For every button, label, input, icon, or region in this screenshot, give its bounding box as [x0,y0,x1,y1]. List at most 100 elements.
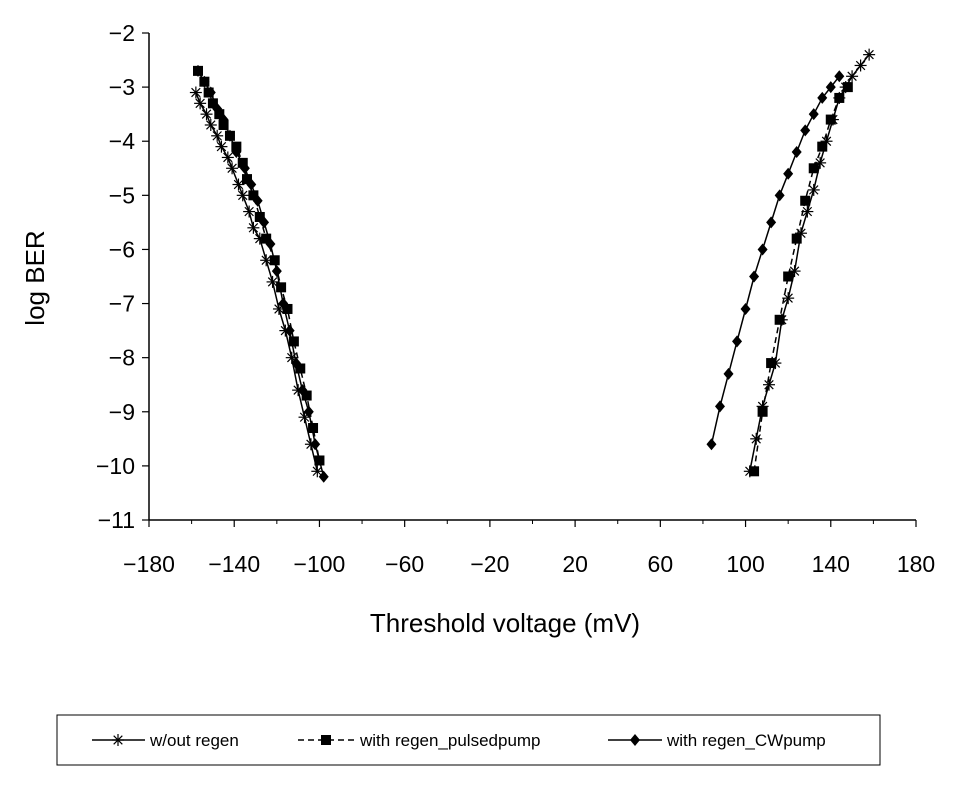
square-marker [276,282,287,293]
diamond-marker [630,734,640,746]
y-tick-label: −11 [98,507,135,533]
x-tick-label: 100 [726,551,764,577]
diamond-marker [199,75,210,88]
square-marker [288,336,299,347]
asterisk-stroke [864,49,874,60]
diamond-marker [271,265,282,278]
asterisk-stroke [201,109,212,119]
diamond-marker [246,178,257,191]
asterisk-stroke [238,190,248,201]
x-tick-label: −100 [294,551,346,577]
diamond-marker [205,86,216,99]
square-marker [308,423,319,434]
asterisk-stroke [855,60,866,71]
asterisk-marker [247,221,260,234]
y-tick-label: −9 [109,399,135,425]
y-tick-label: −2 [109,20,135,46]
diamond-marker [808,108,819,121]
square-marker [766,358,777,369]
legend-label: with regen_pulsedpump [359,731,541,750]
square-marker [301,390,312,401]
diamond-marker [252,194,263,207]
diamond-marker [310,438,321,451]
y-tick-label: −6 [109,236,135,262]
x-axis-title: Threshold voltage (mV) [370,608,640,638]
asterisk-marker [232,178,245,191]
asterisk-stroke [244,206,254,217]
diamond-marker [783,167,794,180]
diamond-marker [706,438,717,451]
asterisk-marker [189,86,202,99]
legend-box [56,714,881,766]
asterisk-stroke [191,87,201,98]
diamond-marker [265,238,276,251]
diamond-marker [297,384,308,397]
series-w-out-regen [189,48,876,478]
diamond-marker [318,470,329,483]
square-marker [783,271,794,282]
square-marker [242,174,253,185]
axes: −2 −3 −4 −5 −6 −7 −8 −9 −10 −11 −180 −140 −100 −60 −20… [96,20,935,577]
square-marker [248,190,259,201]
asterisk-marker [266,275,279,288]
diamond-marker [740,302,751,315]
square-marker [800,195,811,206]
asterisk-stroke [847,71,857,82]
asterisk-stroke [206,120,216,130]
diamond-marker [825,81,836,94]
asterisk-marker [814,156,827,169]
asterisk-stroke [261,255,271,266]
asterisk-marker [112,734,124,746]
x-tick-label: 140 [812,551,850,577]
square-marker [214,109,225,120]
asterisk-stroke [212,131,222,141]
asterisk-stroke [223,152,233,163]
square-marker [808,163,819,174]
y-tick-label: −4 [109,128,135,154]
series-line [753,86,849,472]
legend-label: with regen_CWpump [666,731,826,750]
asterisk-marker [243,205,256,218]
asterisk-stroke [808,185,819,195]
asterisk-marker [863,48,876,61]
x-tick-label: −20 [470,551,509,577]
diamond-marker [278,297,289,310]
diamond-marker [224,129,235,142]
asterisk-marker [226,162,239,175]
asterisk-stroke [195,98,205,109]
y-tick-label: −7 [109,291,135,317]
square-marker [774,314,785,325]
diamond-marker [303,405,314,418]
diamond-marker [218,113,229,126]
diamond-marker [757,243,768,256]
asterisk-marker [204,118,217,131]
asterisk-marker [221,151,234,164]
asterisk-stroke [227,163,237,174]
diamond-marker [284,324,295,337]
x-tick-label: −60 [385,551,424,577]
x-tick-label: 60 [648,551,674,577]
asterisk-marker [750,432,763,445]
asterisk-marker [200,108,213,121]
series-layer [189,48,876,483]
asterisk-marker [194,97,207,110]
square-marker [791,233,802,244]
asterisk-stroke [783,293,793,303]
diamond-marker [774,189,785,202]
series-line [195,92,319,472]
diamond-marker [231,146,242,159]
square-marker [825,114,836,125]
diamond-marker [723,367,734,380]
diamond-marker [800,124,811,137]
x-tick-label: 180 [897,551,935,577]
square-marker [749,466,760,477]
square-marker [757,406,768,417]
asterisk-marker [807,183,820,196]
y-tick-label: −5 [109,182,135,208]
diamond-marker [749,270,760,283]
asterisk-marker [215,140,228,153]
asterisk-stroke [248,223,259,233]
asterisk-stroke [267,277,278,287]
square-marker [261,233,272,244]
